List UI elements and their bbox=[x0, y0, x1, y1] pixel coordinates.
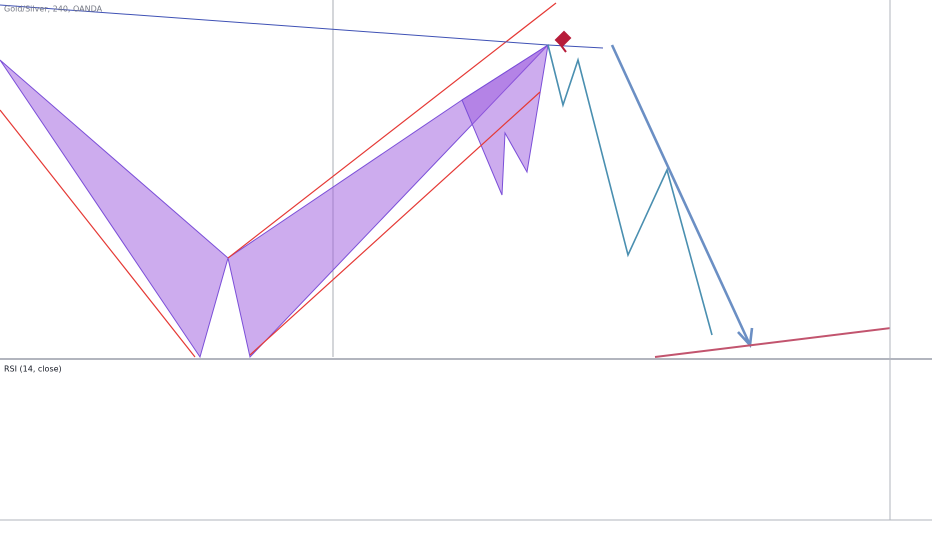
connector-line bbox=[547, 44, 604, 49]
wave-projection bbox=[547, 44, 713, 336]
chart-title: Gold/Silver, 240, OANDA bbox=[4, 5, 103, 14]
connector-line bbox=[0, 4, 549, 46]
hammer-icon bbox=[554, 30, 572, 53]
axis-background bbox=[890, 0, 932, 550]
trend-line bbox=[227, 2, 557, 259]
rsi-title: RSI (14, close) bbox=[4, 365, 62, 374]
projection-arrow bbox=[610, 44, 752, 346]
harmonic-pattern bbox=[0, 59, 229, 359]
drawings bbox=[0, 0, 932, 359]
trend-line bbox=[249, 91, 541, 356]
trend-line bbox=[0, 109, 196, 358]
harmonic-pattern bbox=[461, 43, 549, 196]
support-line bbox=[654, 322, 932, 358]
